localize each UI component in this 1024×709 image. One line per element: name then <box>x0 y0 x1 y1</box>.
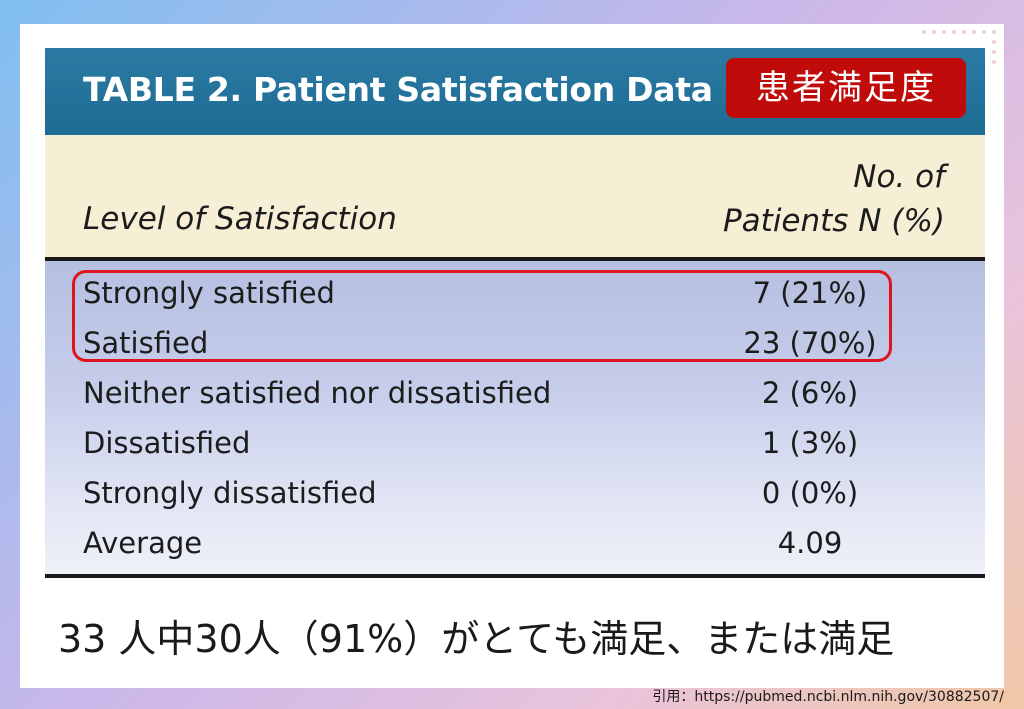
row-label: Satisfied <box>83 326 209 360</box>
table-row: Strongly satisfied 7 (21%) <box>45 268 985 318</box>
row-value: 1 (3%) <box>761 426 859 460</box>
row-label: Strongly satisfied <box>83 276 335 310</box>
row-label: Average <box>83 526 203 560</box>
table-header-row: Level of Satisfaction No. of Patients N … <box>45 135 985 261</box>
header-number-of-patients: No. of Patients N (%) <box>723 155 945 243</box>
header-right-line1: No. of <box>853 159 945 195</box>
row-value: 4.09 <box>777 526 843 560</box>
row-label: Neither satisfied nor dissatisfied <box>83 376 552 410</box>
row-value: 2 (6%) <box>761 376 859 410</box>
table-row: Satisfied 23 (70%) <box>45 318 985 368</box>
japanese-badge: 患者満足度 <box>726 58 966 118</box>
row-value: 7 (21%) <box>752 276 868 310</box>
table-row: Neither satisfied nor dissatisfied 2 (6%… <box>45 368 985 418</box>
header-level-of-satisfaction: Level of Satisfaction <box>83 201 397 237</box>
table-title-bar: TABLE 2. Patient Satisfaction Data 患者満足度 <box>45 48 985 135</box>
row-value: 0 (0%) <box>761 476 859 510</box>
row-label: Strongly dissatisfied <box>83 476 377 510</box>
satisfaction-table: TABLE 2. Patient Satisfaction Data 患者満足度… <box>45 48 985 578</box>
decorative-dots <box>922 30 996 64</box>
row-value: 23 (70%) <box>743 326 877 360</box>
table-body: Strongly satisfied 7 (21%) Satisfied 23 … <box>45 261 985 578</box>
table-row: Strongly dissatisfied 0 (0%) <box>45 468 985 518</box>
highlight-box <box>72 270 892 362</box>
table-title: TABLE 2. Patient Satisfaction Data <box>83 70 713 109</box>
summary-text: 33 人中30人（91%）がとても満足、または満足 <box>58 617 895 661</box>
citation-text: 引用：https://pubmed.ncbi.nlm.nih.gov/30882… <box>652 689 1004 705</box>
table-row: Dissatisfied 1 (3%) <box>45 418 985 468</box>
row-label: Dissatisfied <box>83 426 251 460</box>
header-right-line2: Patients N (%) <box>722 203 945 239</box>
table-row: Average 4.09 <box>45 518 985 568</box>
